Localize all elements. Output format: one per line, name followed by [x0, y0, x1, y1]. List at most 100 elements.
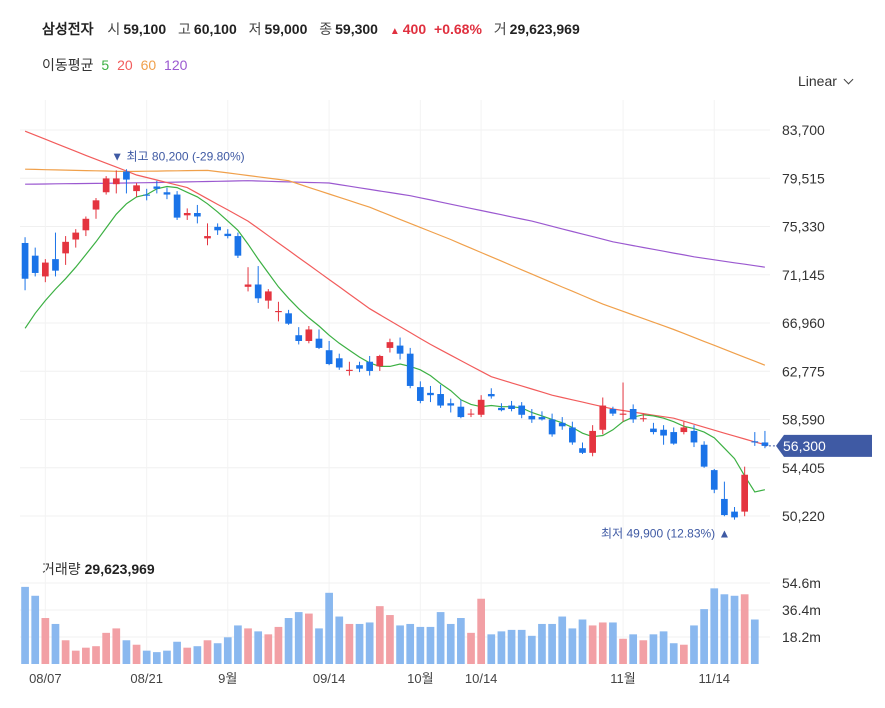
volume-bar [700, 609, 708, 664]
close-value: 59,300 [335, 21, 378, 37]
candle-body [21, 242, 29, 279]
date-axis: 08/07 08/21 9월 09/14 10월 10/14 11월 11/14 [29, 671, 730, 686]
volume-bar [71, 650, 80, 664]
volume-bar [315, 628, 323, 664]
ma-60-line [25, 168, 766, 366]
candle-body [670, 432, 678, 444]
date-tick-label: 08/21 [130, 671, 163, 686]
volume-bar [274, 626, 283, 664]
candle-body [143, 194, 151, 196]
volume-bar [193, 646, 202, 664]
candle-body [153, 186, 161, 189]
volume-bar [669, 643, 678, 664]
candle-body [214, 226, 221, 231]
candle-body [275, 311, 282, 313]
candle-body [396, 345, 404, 354]
candle-body [194, 213, 201, 217]
volume-bar [568, 628, 577, 664]
volume-bar [21, 586, 29, 664]
ma-120-legend[interactable]: 120 [164, 57, 188, 73]
volume-bar [163, 650, 171, 664]
grid-lines [20, 129, 770, 638]
candle-body [751, 441, 759, 443]
volume-bar [446, 623, 455, 664]
volume-bar [740, 594, 749, 664]
volume-bar [264, 634, 273, 664]
candle-body [31, 255, 39, 273]
vertical-grid-lines [44, 100, 715, 664]
current-price-tag-label: 56,300 [783, 438, 826, 454]
volume-bar [365, 622, 374, 664]
candle-body [518, 405, 526, 415]
change-value: 400 [402, 21, 427, 37]
volume-bar [639, 640, 648, 664]
candle-body [690, 430, 698, 443]
candle-body [710, 470, 718, 490]
change-percent: +0.68% [434, 21, 482, 37]
volume-bar [497, 631, 506, 664]
candle-body [62, 241, 69, 254]
up-triangle-icon: ▲ [389, 26, 400, 37]
candle-body [650, 428, 657, 433]
price-tick-label: 50,220 [782, 508, 825, 524]
candle-body [295, 335, 303, 341]
candle-body [437, 394, 444, 406]
ma-120-line [25, 180, 765, 268]
volume-bar [396, 625, 404, 664]
candle-body [477, 399, 485, 415]
volume-bar [284, 618, 293, 664]
volume-panel-title: 거래량 29,623,969 [42, 559, 155, 579]
candle-body [133, 185, 140, 192]
volume-bar [517, 629, 526, 664]
ma-legend-label: 이동평균 [42, 57, 94, 73]
candle-body [92, 200, 100, 210]
volume-bar [588, 625, 597, 664]
volume-bar [649, 634, 658, 664]
volume-bar [122, 640, 131, 664]
candle-body [325, 350, 333, 365]
volume-bar [690, 625, 698, 664]
candle-body [731, 511, 738, 518]
volume-bar [710, 588, 719, 664]
volume-bar [629, 634, 638, 664]
volume-bar [234, 625, 242, 664]
ma-5-legend[interactable]: 5 [101, 57, 110, 73]
volume-bar [305, 613, 313, 664]
candle-body [346, 369, 353, 371]
volume-bar [375, 606, 384, 664]
candlesticks [21, 169, 769, 520]
candle-body [72, 232, 80, 240]
volume-bar [750, 619, 759, 664]
candle-body [569, 427, 576, 443]
price-tick-label: 71,145 [782, 267, 825, 283]
close-label: 종 [319, 21, 333, 37]
candle-body [386, 342, 394, 348]
volume-bar [132, 644, 141, 664]
date-tick-label: 08/07 [29, 671, 62, 686]
volume-bar [294, 612, 303, 664]
volume-bar [598, 622, 607, 664]
volume-bar [730, 595, 739, 664]
current-price-tag: 56,300 [764, 434, 872, 457]
candle-body [356, 365, 363, 369]
volume-bar [527, 635, 536, 664]
candle-body [680, 427, 688, 433]
volume-bar [426, 626, 435, 664]
candle-body [204, 236, 211, 239]
candle-body [619, 413, 627, 415]
volume-bar [82, 647, 90, 664]
volume-bar [538, 623, 546, 664]
candle-body [41, 262, 49, 277]
volume-bar [41, 618, 50, 664]
ma-20-legend[interactable]: 20 [117, 57, 133, 73]
ma-60-legend[interactable]: 60 [140, 57, 157, 73]
scale-dropdown[interactable]: Linear [798, 73, 854, 89]
price-tick-label: 83,700 [782, 122, 825, 138]
candle-body [234, 236, 242, 256]
volume-bar [112, 628, 121, 664]
volume-bar [325, 592, 333, 664]
volume-bar [457, 618, 465, 664]
volume-bar [51, 623, 60, 664]
volume-panel-label: 거래량 [42, 561, 81, 577]
